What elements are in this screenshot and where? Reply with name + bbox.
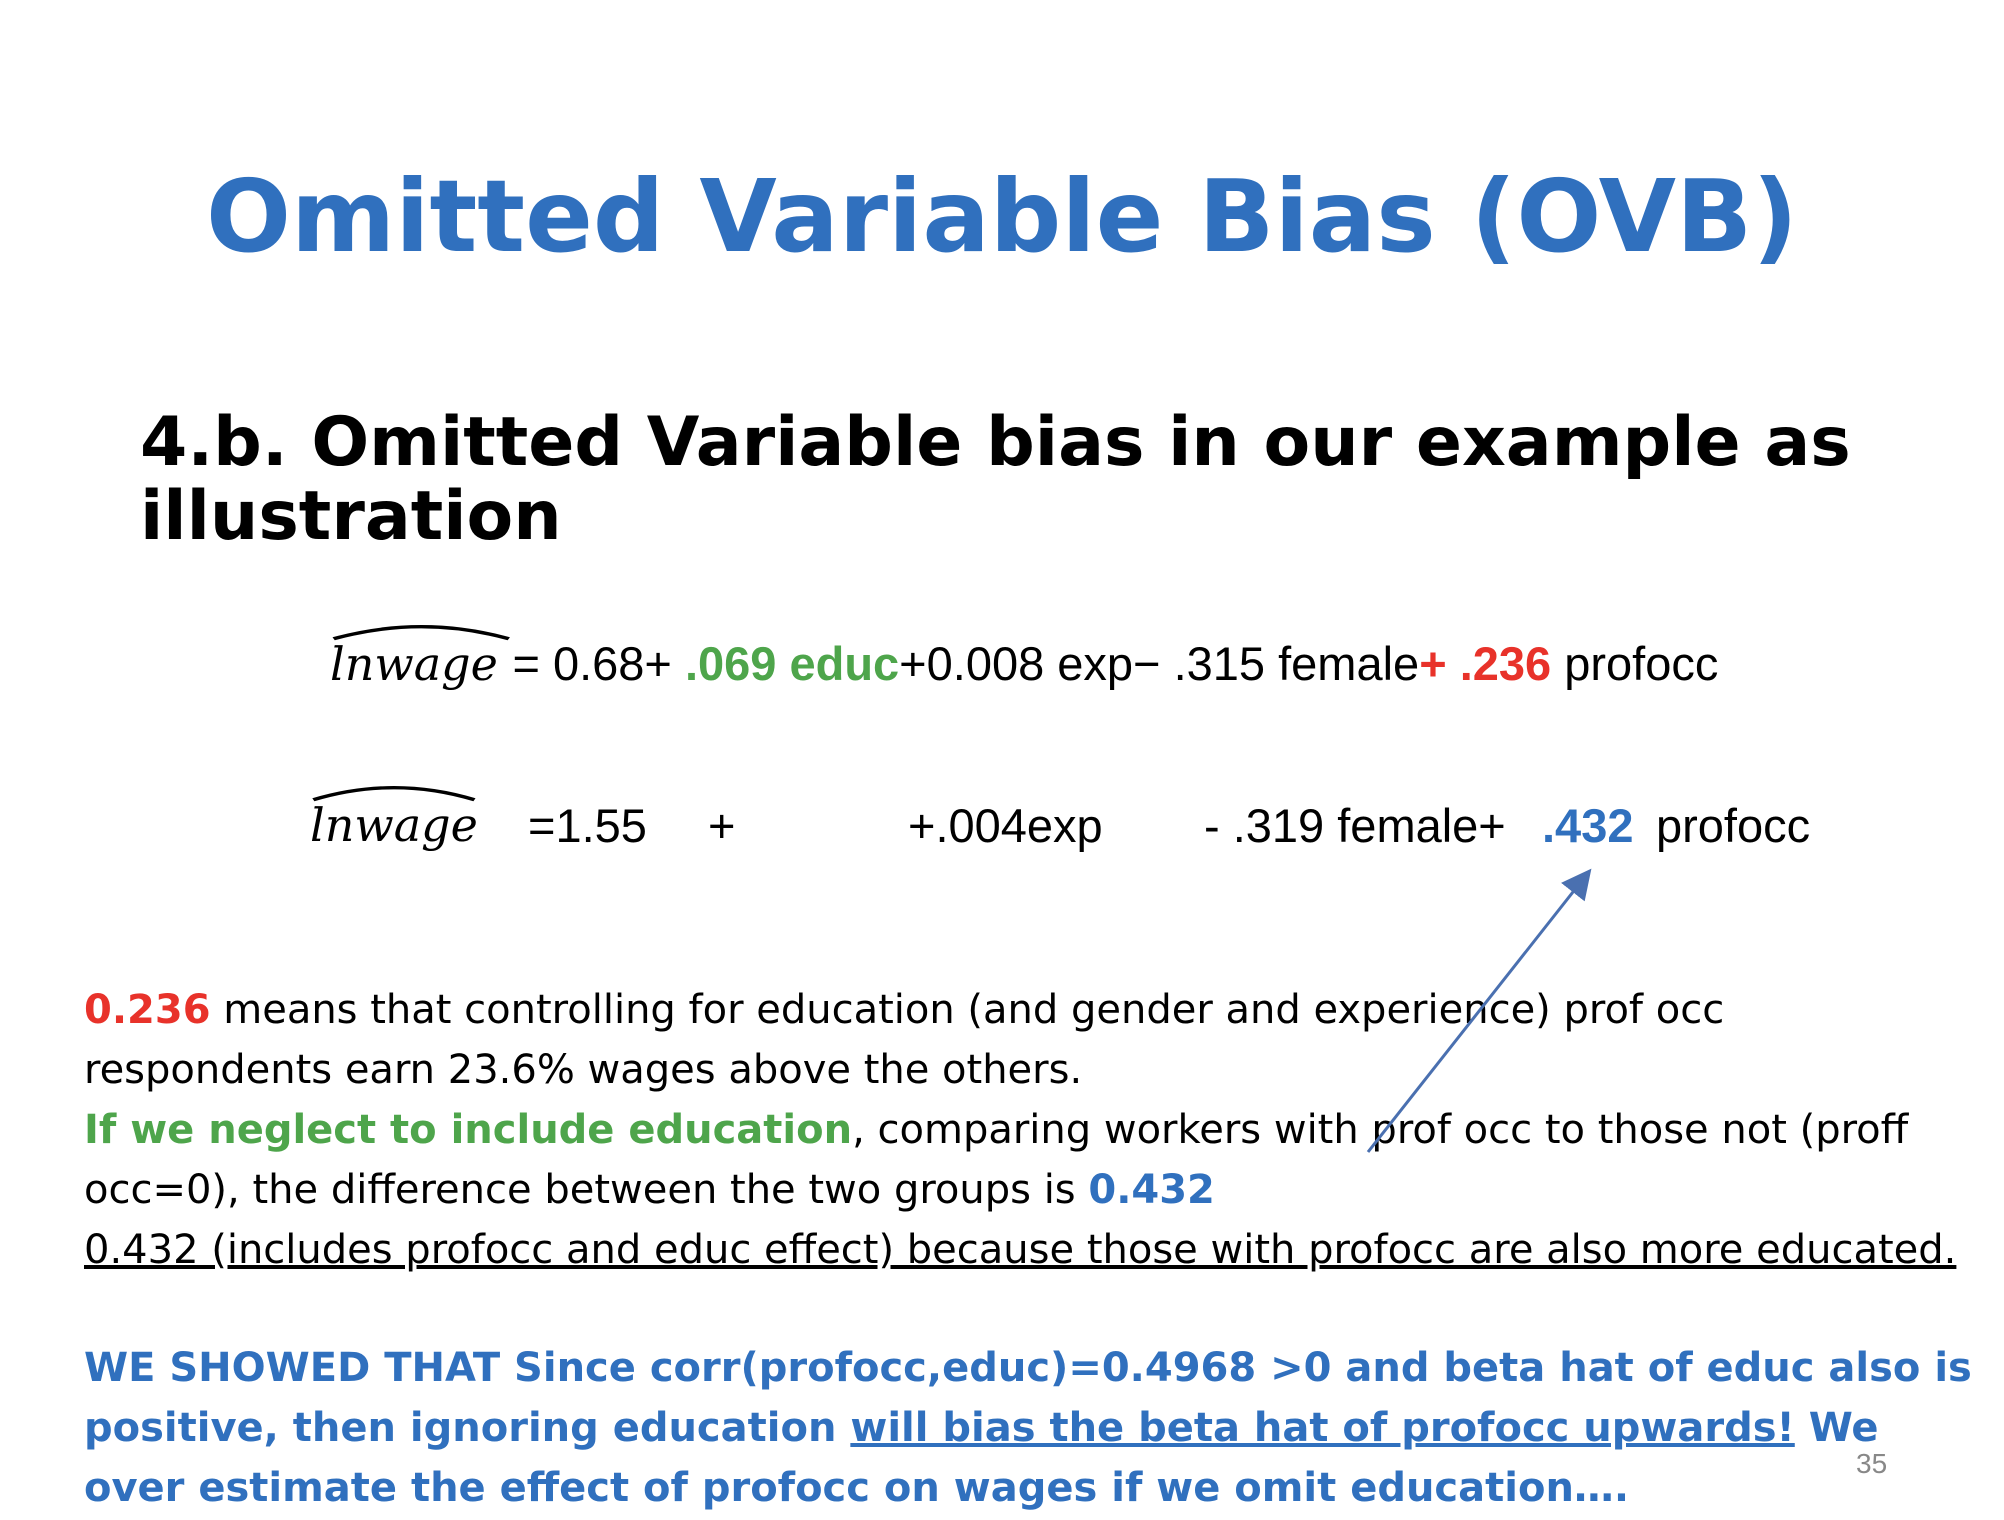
conclusion-part-2: We over estimate the effect of profocc o… [84,1405,1879,1511]
full-model-equation: lnwage = 0.68+ .069 educ+0.008 exp− .315… [330,625,1719,691]
eq2-plus: + [708,799,736,852]
slide-number: 35 [1856,1448,1888,1479]
conclusion-paragraph: WE SHOWED THAT Since corr(profocc,educ)=… [84,1338,1984,1518]
eq1-profocc-label: profocc [1551,637,1719,690]
coef-0236-highlight: 0.236 [84,987,211,1033]
paragraph-1-text: means that controlling for education (an… [84,987,1725,1093]
eq2-profocc-label: profocc [1656,799,1811,852]
conclusion-text: WE SHOWED THAT Since corr(profocc,educ)=… [84,1338,1984,1518]
hat-accent-icon [312,786,476,802]
conclusion-part-1: WE SHOWED THAT Since corr(profocc,educ)=… [84,1345,1972,1451]
lnwage-label: lnwage [310,798,478,852]
explanation-text: 0.236 means that controlling for educati… [84,980,1984,1280]
eq2-profocc-coef: .432 [1542,799,1634,852]
coef-0432-highlight: 0.432 [1088,1167,1215,1213]
explanation-paragraph-2: If we neglect to include education, comp… [84,1100,1984,1220]
explanation-paragraph-1: 0.236 means that controlling for educati… [84,980,1984,1100]
neglect-education-highlight: If we neglect to include education [84,1107,853,1153]
explanation-paragraph-3: 0.432 (includes profocc and educ effect)… [84,1227,1957,1273]
lnwage-label: lnwage [330,637,498,691]
slide-title: Omitted Variable Bias (OVB) [206,158,1798,275]
eq2-female-term: - .319 female+ [1204,799,1506,852]
hat-accent-icon [332,625,510,641]
eq1-educ-term: .069 educ [684,637,900,690]
eq2-exp-term: +.004exp [908,799,1103,852]
eq1-exp-female-terms: +0.008 exp− .315 female [899,637,1420,690]
lnwage-hat-lhs-2: lnwage [310,786,478,852]
eq1-profocc-coef: + .236 [1419,637,1552,690]
conclusion-underlined: will bias the beta hat of profocc upward… [850,1405,1795,1451]
lnwage-hat-lhs: lnwage [330,625,512,691]
section-heading: 4.b. Omitted Variable bias in our exampl… [140,403,1851,556]
eq1-intercept: = 0.68+ [512,637,685,690]
eq2-intercept: =1.55 [528,799,647,852]
